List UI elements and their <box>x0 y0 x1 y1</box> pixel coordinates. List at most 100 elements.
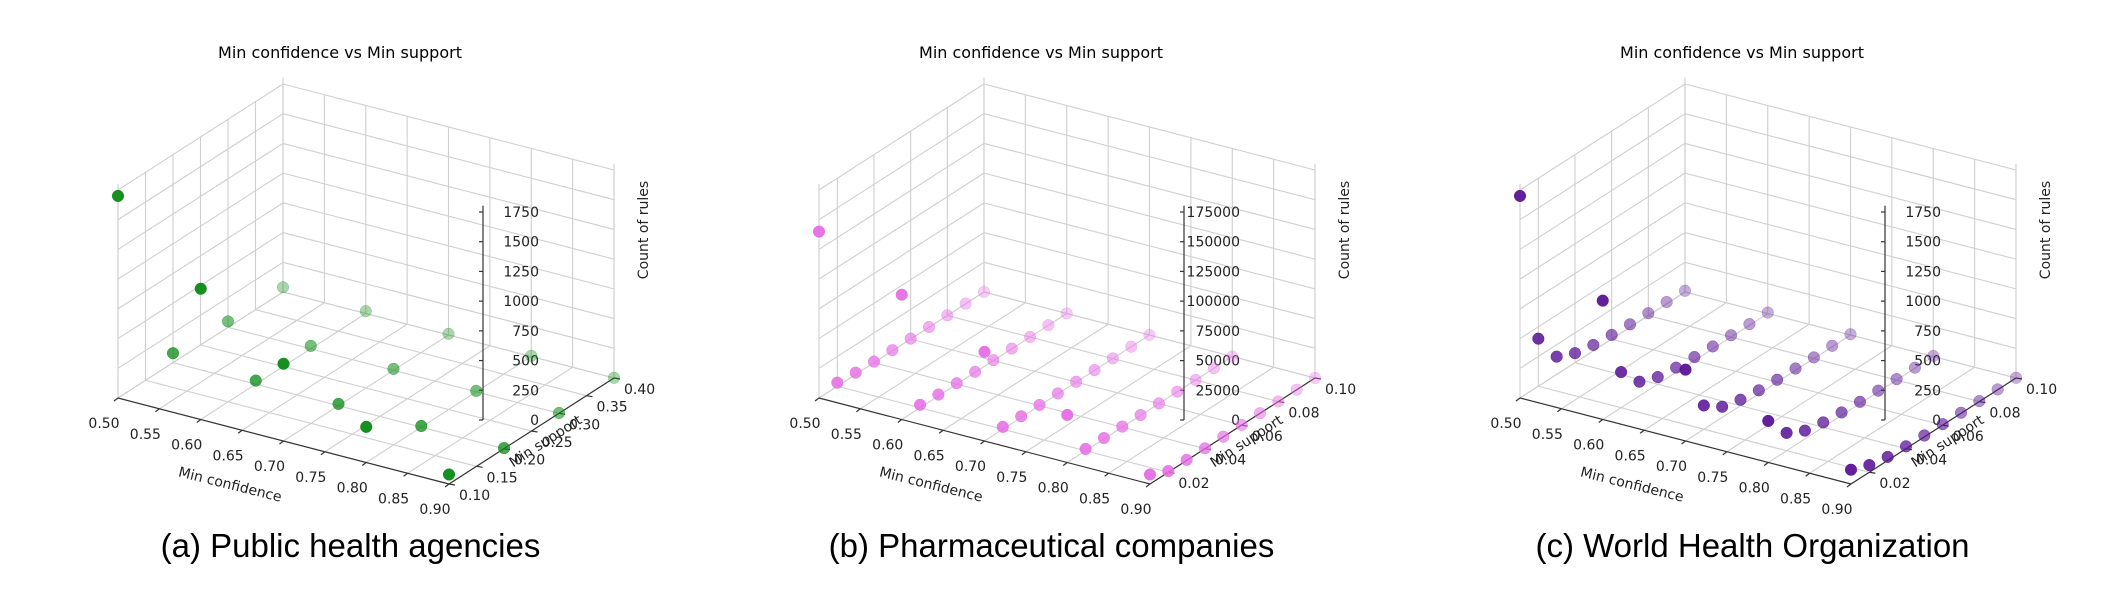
x-tick-label: 0.50 <box>1490 416 1521 432</box>
scatter-point-c <box>1697 399 1710 412</box>
left-wall-grid-line <box>818 202 985 310</box>
scatter-point-b <box>1198 442 1212 455</box>
scatter-point-b <box>1143 328 1156 341</box>
y-tick-label: 0.15 <box>487 470 518 486</box>
scatter-point-b <box>1042 319 1055 332</box>
x-tick-mark <box>1763 462 1769 466</box>
x-tick-label: 0.55 <box>130 427 161 443</box>
scatter-point-b <box>1060 307 1073 320</box>
floor-grid-line <box>1685 334 1851 442</box>
floor-grid-line <box>1648 315 1980 403</box>
scatter-point-c <box>1568 347 1582 360</box>
back-wall-grid-line <box>282 232 615 320</box>
scatter-point-b <box>1033 398 1046 412</box>
x-tick-label: 0.90 <box>1120 502 1151 518</box>
scatter-point-c <box>1734 393 1747 406</box>
scatter-point-c <box>1844 463 1858 476</box>
x-tick-label: 0.80 <box>337 481 368 497</box>
y-tick-label: 0.40 <box>624 382 655 398</box>
scatter-point-c <box>1532 332 1545 345</box>
left-wall-grid-line <box>1519 172 1686 280</box>
scatter-point-a <box>166 347 180 360</box>
scatter-point-b <box>1088 364 1101 377</box>
scatter-point-c <box>1761 306 1774 319</box>
scatter-point-b <box>886 344 899 357</box>
left-wall-grid-line <box>1519 113 1686 221</box>
back-wall-grid-line <box>1684 202 2017 290</box>
left-wall-grid-line <box>818 113 985 221</box>
scatter-point-c <box>1908 361 1921 374</box>
z-tick-label: 50000 <box>1195 354 1240 370</box>
left-wall-grid-line <box>117 202 284 310</box>
z-tick-label: 75000 <box>1195 324 1240 340</box>
scatter-point-c <box>1752 384 1765 397</box>
scatter-point-b <box>867 355 881 368</box>
x-tick-label: 0.65 <box>213 448 244 464</box>
back-wall-grid-line <box>1684 261 2017 349</box>
left-wall-grid-line <box>818 172 985 280</box>
scatter-point-c <box>1844 328 1857 341</box>
x-tick-label: 0.70 <box>254 459 285 475</box>
x-tick-label: 0.65 <box>914 448 945 464</box>
scatter-point-b <box>996 420 1009 433</box>
scatter-point-c <box>1973 395 1986 408</box>
floor-grid-line <box>860 302 1026 410</box>
left-wall-grid-line <box>818 291 985 399</box>
scatter-point-b <box>849 366 862 379</box>
scatter-point-c <box>1513 189 1527 202</box>
back-wall-grid-line <box>983 261 1316 349</box>
scatter-point-c <box>1678 284 1692 297</box>
scatter-point-a <box>470 384 483 397</box>
x-tick-mark <box>897 419 903 423</box>
subplot-c: Min confidence vs Min support 0.50 0.55 0.6… <box>1402 0 2103 603</box>
scatter-point-a <box>304 339 317 352</box>
back-wall-grid-line <box>282 202 615 290</box>
scatter-point-a <box>607 371 621 384</box>
scatter-point-b <box>1290 383 1303 396</box>
x-tick-mark <box>279 440 284 445</box>
scatter-point-b <box>969 365 982 378</box>
x-tick-mark <box>444 483 450 488</box>
scatter-point-a <box>415 419 428 433</box>
left-wall-grid-line <box>1519 83 1686 191</box>
left-wall-grid-line <box>818 142 985 250</box>
scatter-point-a <box>525 349 538 362</box>
scatter-point-c <box>1954 406 1968 419</box>
back-wall-grid-line <box>282 142 615 230</box>
z-tick-label: 750 <box>512 324 539 340</box>
z-tick-label: 500 <box>512 354 539 370</box>
scatter-point-c <box>1762 414 1775 427</box>
scatter-point-b <box>1015 410 1028 423</box>
x-tick-mark <box>1062 462 1068 466</box>
back-wall-grid-line <box>983 232 1316 320</box>
z-tick-label: 1500 <box>503 235 539 251</box>
y-tick-mark <box>448 483 456 486</box>
z-axis-label: Count of rules <box>636 181 652 279</box>
x-tick-label: 0.65 <box>1615 448 1646 464</box>
z-tick-label: 500 <box>1914 354 1941 370</box>
x-tick-mark <box>1846 483 1852 488</box>
y-tick-mark <box>476 465 483 468</box>
floor-grid-line <box>1066 356 1233 463</box>
scatter-point-c <box>1623 318 1637 331</box>
x-tick-mark <box>856 408 861 413</box>
back-wall-grid-line <box>282 261 615 349</box>
back-wall-grid-line <box>1684 83 2017 171</box>
left-wall-grid-line <box>818 232 985 340</box>
scatter-point-b <box>1061 408 1074 422</box>
scatter-point-b <box>1097 431 1110 445</box>
z-tick-label: 1250 <box>1905 264 1941 280</box>
scatter-point-c <box>1927 349 1940 363</box>
scatter-point-c <box>1679 363 1692 376</box>
scatter-point-a <box>442 327 455 340</box>
y-tick-label: 0.10 <box>2026 382 2057 398</box>
y-tick-mark <box>531 430 538 433</box>
x-tick-label: 0.75 <box>295 470 326 486</box>
left-wall-grid-line <box>1519 202 1686 310</box>
data-points <box>111 189 621 481</box>
scatter-point-b <box>950 377 963 390</box>
scatter-point-c <box>1660 295 1673 309</box>
x-tick-label: 0.50 <box>789 416 820 432</box>
subplot-b: Min confidence vs Min support 0.50 0.55 0.6… <box>701 0 1402 603</box>
scatter-point-a <box>360 420 373 433</box>
